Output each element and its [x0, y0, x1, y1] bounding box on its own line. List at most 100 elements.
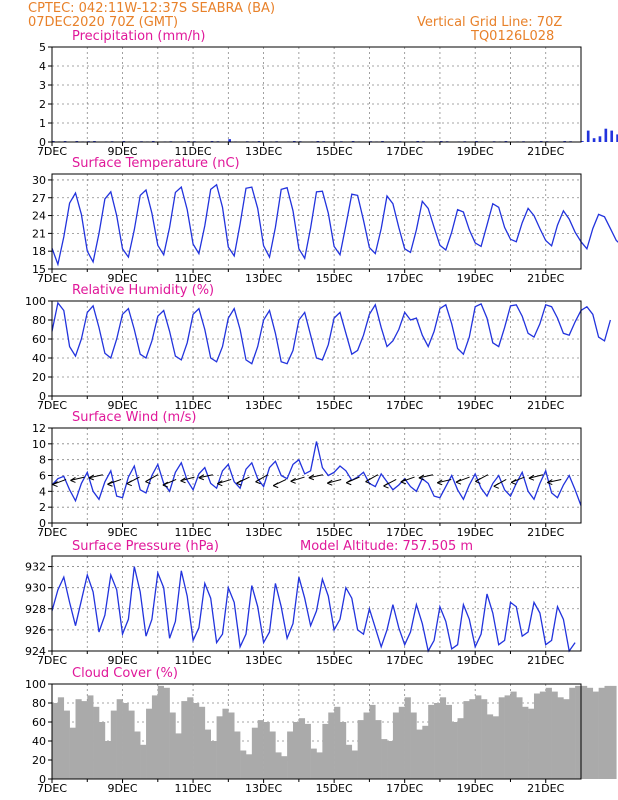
cloud-date-label: 19DEC — [457, 782, 494, 795]
cloud-bar — [316, 752, 323, 779]
cloud-bar — [557, 697, 564, 779]
cloud-bar — [169, 712, 176, 779]
cloud-bar — [351, 750, 358, 779]
precip-bar — [592, 138, 596, 142]
cloud-bar — [598, 687, 605, 779]
rh-ytick-label: 60 — [32, 333, 46, 346]
rh-date-label: 7DEC — [37, 399, 67, 412]
pres-frame — [51, 555, 582, 652]
cloud-bar — [451, 722, 458, 779]
cloud-bar — [545, 687, 552, 779]
precip-panel: 0 1 2 3 4 5 7DEC 9DEC 11DEC 13DEC 15DEC 17DEC 19DEC 2… — [37, 41, 618, 158]
cloud-bar — [392, 712, 400, 779]
pres-date-label: 15DEC — [316, 654, 353, 667]
wind-ytick-label: 6 — [39, 470, 46, 483]
cloud-bar — [292, 722, 300, 779]
precip-bar — [228, 139, 231, 142]
cloud-ytick-label: 0 — [39, 773, 46, 786]
cloud-bar — [275, 752, 282, 779]
temp-date-label: 17DEC — [386, 272, 423, 285]
precip-date-label: 11DEC — [175, 145, 212, 158]
cloud-bar — [404, 697, 411, 779]
wind-arrow-head — [52, 481, 58, 488]
wind-date-label: 15DEC — [316, 526, 353, 539]
precip-ytick-label: 1 — [39, 117, 46, 130]
cloud-bar — [387, 741, 394, 779]
pres-date-label: 9DEC — [107, 654, 137, 667]
cloud-bar — [193, 703, 200, 779]
cloud-bar — [87, 695, 94, 779]
cloud-bar — [528, 708, 535, 779]
cloud-bar — [410, 712, 417, 779]
rh-ytick-label: 80 — [32, 314, 46, 327]
wind-line — [51, 441, 582, 506]
temp-date-label: 11DEC — [175, 272, 212, 285]
rh-ytick-label: 20 — [32, 371, 46, 384]
precip-date-label: 13DEC — [245, 145, 282, 158]
rh-ytick-label: 100 — [25, 295, 46, 308]
cloud-bar — [369, 704, 376, 779]
wind-arrow-head — [308, 474, 315, 481]
cloud-bar — [322, 723, 329, 779]
cloud-bar — [245, 754, 253, 779]
cloud-bar — [287, 731, 294, 779]
wind-ytick-label: 8 — [39, 454, 46, 467]
wind-ytick-label: 0 — [39, 517, 46, 530]
wind-arrow-head — [493, 482, 500, 489]
wind-date-label: 17DEC — [386, 526, 423, 539]
cloud-date-label: 15DEC — [316, 782, 353, 795]
pres-ytick-label: 930 — [25, 582, 46, 595]
wind-arrow-head — [510, 479, 517, 485]
wind-arrow-head — [180, 477, 186, 484]
pressure-title: Surface Pressure (hPa) — [72, 539, 219, 554]
precip-ytick-label: 5 — [39, 41, 46, 54]
temp-date-label: 15DEC — [316, 272, 353, 285]
cloud-bar — [422, 725, 429, 779]
wind-panel: 0 2 4 6 8 10 12 7DEC 9DEC 11DEC 13DEC 15DEC 17DEC 19D… — [32, 422, 582, 539]
wind-date-label: 21DEC — [527, 526, 564, 539]
cloud-bar — [210, 741, 217, 779]
cloud-bar — [140, 744, 147, 779]
model-altitude: Model Altitude: 757.505 m — [300, 539, 474, 554]
wind-arrow — [70, 476, 85, 481]
wind-arrow-head — [107, 480, 113, 487]
wind-arrow-head — [475, 478, 481, 484]
cloud-bar — [498, 697, 505, 779]
wind-arrow-head — [126, 480, 133, 487]
wind-arrow-head — [400, 478, 407, 485]
wind-date-label: 13DEC — [245, 526, 282, 539]
temp-date-label: 9DEC — [107, 272, 137, 285]
temp-ytick-label: 15 — [32, 263, 46, 276]
cloud-bar — [516, 697, 523, 779]
cloud-bar — [416, 729, 423, 779]
cloud-bar — [75, 699, 82, 779]
cloud-bar — [122, 703, 129, 779]
cloud-panel: 0 20 40 60 80 100 7DEC 9DEC 11DEC 13DEC 15DEC 17DEC… — [25, 678, 617, 795]
wind-date-label: 11DEC — [175, 526, 212, 539]
cloud-bar — [551, 691, 558, 779]
rh-frame — [51, 300, 582, 397]
precip-date-label: 15DEC — [316, 145, 353, 158]
precip-bar — [604, 128, 608, 142]
wind-arrow-head — [290, 477, 296, 484]
cloud-bar — [604, 685, 611, 779]
precip-ytick-label: 3 — [39, 79, 46, 92]
run-time-header: 07DEC2020 70Z (GMT) — [28, 15, 179, 30]
rh-ytick-label: 0 — [39, 390, 46, 403]
wind-arrow-head — [145, 478, 151, 485]
wind-arrow-head — [418, 474, 425, 481]
cloud-bar — [340, 722, 347, 779]
cloud-bar — [481, 699, 488, 779]
rh-ytick-label: 40 — [32, 352, 46, 365]
cloud-bar — [610, 685, 617, 779]
pres-ytick-label: 924 — [25, 645, 46, 658]
cloud-bar — [492, 716, 500, 779]
rh-date-label: 19DEC — [457, 399, 494, 412]
wind-arrow-head — [198, 474, 205, 481]
cloud-bar — [151, 695, 159, 779]
cloud-bar — [110, 710, 117, 779]
cloud-bar — [128, 710, 135, 779]
cloud-bar — [263, 722, 270, 779]
pres-line — [51, 566, 576, 653]
temp-ytick-label: 21 — [32, 227, 46, 240]
